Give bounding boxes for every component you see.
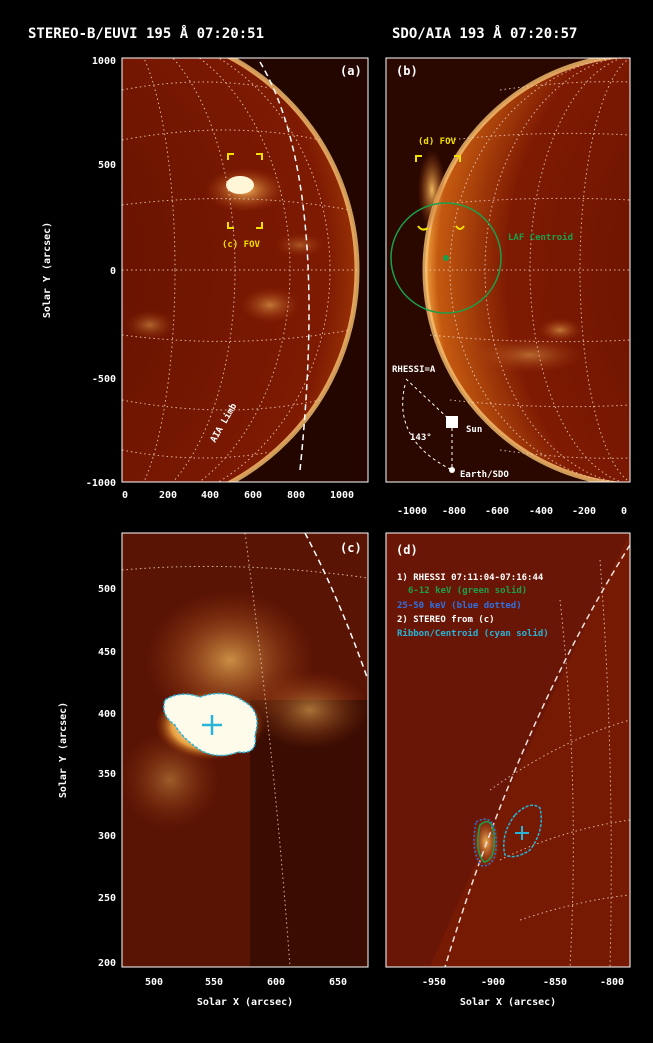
panel-c-ytick: 250	[98, 893, 116, 904]
panel-d-tag: (d)	[396, 543, 418, 557]
panel-a-ytick: 0	[110, 266, 116, 277]
panel-b-xtick: -800	[442, 506, 466, 517]
panel-d-xtick: -850	[543, 977, 567, 988]
panel-a-x-axis: 0 200 400 600 800 1000	[122, 490, 354, 501]
panel-d-legend-line: 6-12 keV (green solid)	[408, 585, 527, 596]
panel-a-ytick: -1000	[86, 478, 116, 489]
panel-c-ylabel: Solar Y (arcsec)	[58, 702, 69, 798]
panel-a-xtick: 0	[122, 490, 128, 501]
panel-b-xtick: -400	[529, 506, 553, 517]
panel-c-y-axis: 500 450 400 350 300 250 200 Solar Y (arc…	[58, 584, 116, 969]
panel-c-tag: (c)	[340, 541, 362, 555]
panel-a-xtick: 800	[287, 490, 305, 501]
panel-d-xtick: -950	[422, 977, 446, 988]
panel-a-ytick: 500	[98, 160, 116, 171]
panel-b-image	[386, 58, 630, 482]
panel-b-x-axis: -1000 -800 -600 -400 -200 0	[397, 506, 627, 517]
panel-c-xtick: 600	[267, 977, 285, 988]
panel-b-sun-label: Sun	[466, 425, 482, 435]
panel-d-legend-line: Ribbon/Centroid (cyan solid)	[397, 628, 549, 639]
panel-a-xtick: 1000	[330, 490, 354, 501]
panel-d-legend-line: 1) RHESSI 07:11:04-07:16:44	[397, 573, 544, 583]
panel-d-legend-line: 2) STEREO from (c)	[397, 615, 495, 625]
panel-d-xtick: -800	[600, 977, 624, 988]
panel-a-fov-label: (c) FOV	[222, 240, 261, 250]
panel-b-xtick: -1000	[397, 506, 427, 517]
panel-a-title: STEREO-B/EUVI 195 Å 07:20:51	[28, 25, 264, 42]
panel-d-image	[386, 533, 630, 967]
panel-c-xtick: 500	[145, 977, 163, 988]
panel-b-earth-label: Earth/SDO	[460, 470, 509, 480]
panel-c-ytick: 300	[98, 831, 116, 842]
panel-a-ylabel: Solar Y (arcsec)	[42, 222, 53, 318]
panel-c-ytick: 400	[98, 709, 116, 720]
panel-a-xtick: 200	[159, 490, 177, 501]
panel-a-frame	[121, 57, 369, 483]
panel-c-xlabel: Solar X (arcsec)	[197, 997, 293, 1008]
panel-a-image	[122, 58, 368, 482]
panel-c-xtick: 550	[205, 977, 223, 988]
panel-a-ytick: 1000	[92, 56, 116, 67]
panel-b-title: SDO/AIA 193 Å 07:20:57	[392, 25, 577, 42]
panel-c-ytick: 450	[98, 647, 116, 658]
panel-b-xtick: 0	[621, 506, 627, 517]
panel-b-frame	[385, 57, 631, 483]
panel-c-ytick: 200	[98, 958, 116, 969]
panel-c-frame	[121, 532, 369, 968]
panel-a-y-axis: 1000 500 0 -500 -1000 Solar Y (arcsec)	[42, 56, 116, 489]
panel-d-legend: 1) RHESSI 07:11:04-07:16:44 6-12 keV (gr…	[397, 573, 549, 639]
panel-d-xtick: -900	[481, 977, 505, 988]
panel-b-angle-label: 143°	[410, 433, 432, 443]
panel-d-legend-line: 25-50 keV (blue dotted)	[397, 601, 522, 611]
panel-c-image	[122, 533, 368, 967]
panel-c-x-axis: 500 550 600 650 Solar X (arcsec)	[145, 977, 347, 1008]
panel-a-ytick: -500	[92, 374, 116, 385]
panel-a-tag: (a)	[340, 64, 362, 78]
panel-c-ytick: 500	[98, 584, 116, 595]
panel-b-rhessi-label: RHESSI=A	[392, 365, 436, 375]
panel-c-ytick: 350	[98, 769, 116, 780]
panel-c-xtick: 650	[329, 977, 347, 988]
panel-b-xtick: -200	[572, 506, 596, 517]
panel-d-xlabel: Solar X (arcsec)	[460, 997, 556, 1008]
panel-d-frame	[385, 532, 631, 968]
panel-a-xtick: 600	[244, 490, 262, 501]
panel-b-fov-label: (d) FOV	[418, 137, 457, 147]
panel-b-xtick: -600	[485, 506, 509, 517]
panel-b-tag: (b)	[396, 64, 418, 78]
panel-b-centroid-label: LAF Centroid	[508, 232, 573, 243]
panel-d-x-axis: -950 -900 -850 -800 Solar X (arcsec)	[422, 977, 624, 1008]
panel-a-xtick: 400	[201, 490, 219, 501]
